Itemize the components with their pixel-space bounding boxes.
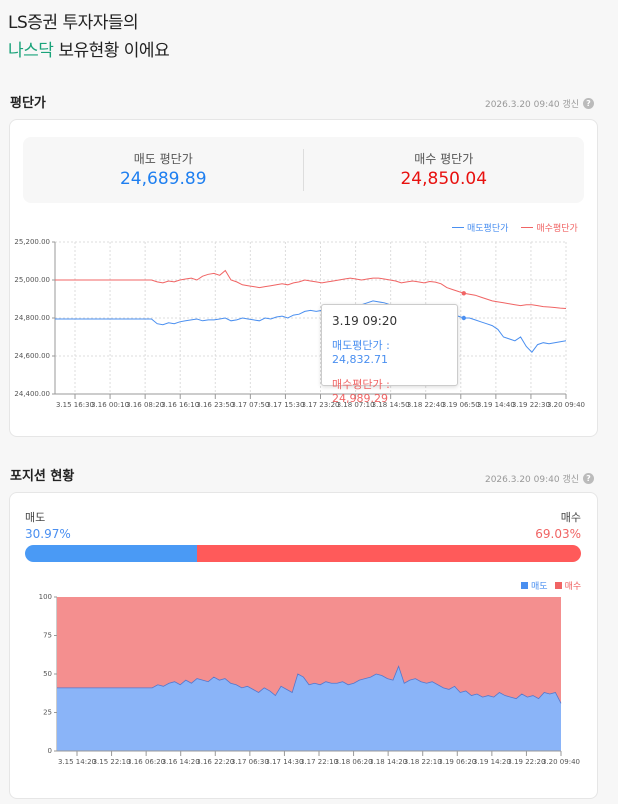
avg-summary: 매도 평단가 24,689.89 매수 평단가 24,850.04	[23, 137, 584, 203]
y-tick-label: 100	[39, 593, 52, 601]
sell-avg-value: 24,689.89	[119, 169, 207, 189]
x-tick-label: 3.16 16:10	[161, 401, 199, 409]
hover-point	[461, 291, 466, 296]
x-tick-label: 3.19 06:50	[442, 401, 480, 409]
buy-avg-line	[55, 269, 567, 309]
x-tick-label: 3.18 07:10	[337, 401, 375, 409]
position-legend: 매도 매수	[521, 579, 581, 592]
buy-avg: 매수 평단가 24,850.04	[304, 137, 585, 203]
area-boundary-line	[57, 665, 562, 704]
buy-pct: 69.03%	[535, 527, 581, 541]
page-title-line1: LS증권 투자자들의	[8, 13, 139, 33]
position-updated: 2026.3.20 09:40 갱신?	[485, 472, 594, 485]
avg-line-chart[interactable]: 25,200.00 25,000.00 24,800.00 24,600.00 24,4…	[0, 230, 618, 415]
position-bar	[25, 545, 581, 562]
sell-avg: 매도 평단가 24,689.89	[23, 137, 304, 203]
legend-sell-swatch	[521, 582, 528, 589]
chart-tooltip: 3.19 09:20 매도평단가 : 24,832.71 매수평단가 : 24,…	[321, 304, 458, 405]
position-bar-sell	[25, 545, 198, 562]
y-tick-label: 25,200.00	[14, 238, 50, 246]
sell-pct: 30.97%	[25, 527, 71, 541]
x-tick-label: 3.19 06:20	[438, 758, 476, 766]
legend-buy-swatch	[521, 227, 534, 228]
x-tick-label: 3.16 08:20	[126, 401, 164, 409]
sell-label: 매도	[25, 511, 46, 524]
sell-avg-line	[55, 300, 567, 353]
tooltip-sell: 매도평단가 : 24,832.71	[332, 339, 390, 366]
x-tick-label: 3.19 22:30	[512, 401, 550, 409]
page-title-line2: 나스닥 보유현황 이에요	[8, 36, 170, 61]
x-tick-label: 3.20 09:40	[547, 401, 585, 409]
x-tick-label: 3.19 14:40	[477, 401, 515, 409]
tooltip-buy: 매수평단가 : 24,989.29	[332, 378, 390, 405]
legend-sell[interactable]: 매도평단가	[467, 224, 509, 234]
hover-point	[461, 315, 466, 321]
y-tick-label: 0	[48, 747, 52, 755]
avg-legend: 매도평단가 매수평단가	[452, 221, 578, 234]
y-tick-label: 50	[43, 670, 52, 678]
x-tick-label: 3.18 14:50	[372, 401, 410, 409]
x-tick-label: 3.17 22:10	[300, 758, 338, 766]
divider	[303, 149, 304, 191]
market-name: 나스닥	[8, 41, 54, 61]
x-tick-label: 3.18 06:20	[335, 758, 373, 766]
legend-buy[interactable]: 매수평단가	[536, 224, 578, 234]
buy-avg-label: 매수 평단가	[414, 152, 474, 166]
avg-section-title: 평단가	[10, 96, 46, 111]
buy-label: 매수	[560, 511, 581, 524]
y-tick-label: 24,600.00	[14, 352, 50, 360]
x-tick-label: 3.18 22:10	[404, 758, 442, 766]
x-tick-label: 3.18 14:20	[369, 758, 407, 766]
legend-buy-swatch	[554, 582, 562, 589]
x-tick-label: 3.16 14:20	[162, 758, 200, 766]
x-tick-label: 3.17 15:30	[266, 401, 304, 409]
x-tick-label: 3.15 14:20	[58, 758, 96, 766]
avg-updated: 2026.3.20 09:40 갱신?	[485, 97, 594, 110]
legend-sell[interactable]: 매도	[531, 582, 548, 592]
y-tick-label: 24,800.00	[14, 314, 50, 322]
avg-updated-text: 2026.3.20 09:40 갱신	[484, 100, 579, 110]
y-tick-label: 24,400.00	[14, 390, 50, 398]
x-tick-label: 3.18 22:40	[407, 401, 445, 409]
sell-avg-label: 매도 평단가	[133, 152, 193, 166]
x-tick-label: 3.17 14:30	[265, 758, 303, 766]
x-tick-label: 3.19 22:20	[507, 758, 545, 766]
x-tick-label: 3.16 06:20	[127, 758, 165, 766]
legend-sell-swatch	[452, 227, 464, 228]
x-tick-label: 3.15 22:10	[93, 758, 131, 766]
title-rest: 보유현황 이에요	[53, 41, 170, 61]
y-tick-label: 25,000.00	[14, 276, 50, 284]
buy-avg-value: 24,850.04	[400, 169, 488, 189]
x-tick-label: 3.19 14:20	[473, 758, 511, 766]
position-bar-buy	[197, 545, 581, 562]
position-area-chart[interactable]: 100 75 50 25 0 3.15 14:203.15 22:103.16 06:20…	[0, 590, 618, 775]
x-tick-label: 3.17 06:30	[231, 758, 269, 766]
x-tick-label: 3.17 07:50	[231, 401, 269, 409]
x-tick-label: 3.20 09:40	[542, 758, 580, 766]
y-tick-label: 25	[43, 709, 52, 717]
question-icon[interactable]: ?	[583, 473, 594, 484]
question-icon[interactable]: ?	[583, 98, 594, 109]
y-tick-label: 75	[43, 632, 52, 640]
x-tick-label: 3.16 00:10	[91, 401, 129, 409]
x-tick-label: 3.16 23:50	[196, 401, 234, 409]
legend-buy[interactable]: 매수	[564, 582, 582, 592]
area-series-sell	[57, 666, 561, 751]
x-tick-label: 3.17 23:20	[302, 401, 340, 409]
x-tick-label: 3.16 22:20	[196, 758, 234, 766]
position-updated-text: 2026.3.20 09:40 갱신	[484, 475, 579, 485]
position-section-title: 포지션 현황	[10, 469, 75, 484]
tooltip-time: 3.19 09:20	[332, 314, 398, 328]
x-tick-label: 3.15 16:30	[56, 401, 94, 409]
